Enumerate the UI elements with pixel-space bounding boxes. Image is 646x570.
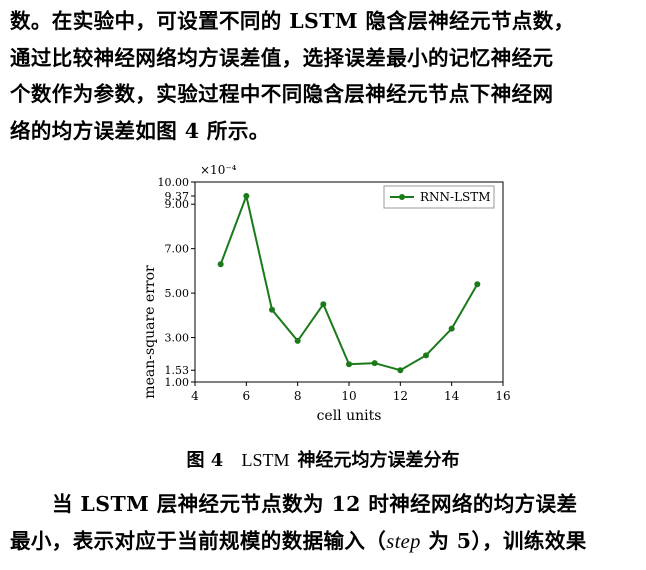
data-point bbox=[217, 261, 224, 268]
caption-label: 图 4 bbox=[186, 450, 224, 471]
data-point bbox=[269, 306, 275, 313]
data-point bbox=[346, 361, 352, 368]
y-tick-label: 7.00 bbox=[165, 243, 190, 256]
legend-label: RNN-LSTM bbox=[420, 190, 491, 204]
paragraph-bottom-line-1: 当 LSTM 层神经元节点数为 12 时神经网络的均方误差 bbox=[52, 492, 578, 516]
data-point bbox=[397, 367, 404, 374]
x-tick-label: 10 bbox=[341, 389, 356, 403]
figure-4: 4 6 8 10 12 14 16 1.00 1.53 3.00 5.00 7.00 9.00 9.37 1… bbox=[0, 150, 646, 440]
y-axis-label: mean-square error bbox=[142, 265, 158, 399]
paragraph-bottom: 当 LSTM 层神经元节点数为 12 时神经网络的均方误差 最小，表示对应于当前… bbox=[10, 486, 640, 559]
data-point bbox=[448, 325, 455, 332]
step-variable: step bbox=[386, 530, 421, 553]
x-tick-label: 16 bbox=[495, 389, 510, 403]
x-tick-label: 14 bbox=[444, 389, 460, 403]
legend-box bbox=[383, 185, 495, 209]
legend-swatch-marker bbox=[399, 194, 405, 200]
y-tick-label: 9.00 bbox=[165, 198, 190, 211]
caption-title-latin: LSTM bbox=[241, 450, 290, 470]
data-point bbox=[320, 301, 327, 308]
paragraph-top-line: 数。在实验中，可设置不同的 LSTM 隐含层神经元节点数， bbox=[10, 9, 575, 33]
paragraph-top: 数。在实验中，可设置不同的 LSTM 隐含层神经元节点数， 通过比较神经网络均方… bbox=[10, 3, 640, 149]
caption-title: 神经元均方误差分布 bbox=[297, 450, 460, 471]
mse-line-chart: 4 6 8 10 12 14 16 1.001.53 3.00 5.00 7.00 9.009.371… bbox=[142, 163, 511, 424]
data-point bbox=[423, 352, 429, 359]
data-point bbox=[243, 193, 250, 199]
data-point bbox=[371, 360, 378, 367]
x-axis-label: cell units bbox=[317, 408, 382, 424]
y-tick-label: 10.00 bbox=[158, 176, 190, 189]
y-tick-label: 3.00 bbox=[165, 332, 190, 345]
y-tick-label: 5.00 bbox=[165, 287, 190, 300]
y-tick-label: 9.37 bbox=[165, 190, 190, 203]
data-point bbox=[294, 337, 301, 344]
paragraph-top-line: 络的均方误差如图 4 所示。 bbox=[10, 118, 270, 143]
x-tick-label: 12 bbox=[393, 389, 408, 403]
paragraph-bottom-line-2-a: 最小，表示对应于当前规模的数据输入（ bbox=[10, 528, 387, 553]
data-point bbox=[474, 281, 481, 288]
figure-caption: 图 4 LSTM 神经元均方误差分布 bbox=[0, 446, 646, 472]
x-tick-label: 8 bbox=[294, 389, 302, 403]
y-tick-label: 1.53 bbox=[165, 364, 190, 377]
y-multiplier-label: ×10⁻⁴ bbox=[200, 163, 237, 177]
series-line bbox=[219, 192, 479, 372]
paragraph-bottom-line-2: 最小，表示对应于当前规模的数据输入（step 为 5），训练效果 bbox=[10, 523, 640, 560]
x-tick-label: 6 bbox=[243, 389, 251, 403]
y-tick-label: 1.00 bbox=[165, 376, 190, 389]
paragraph-top-line: 通过比较神经网络均方误差值，选择误差最小的记忆神经元 bbox=[10, 45, 554, 70]
paragraph-top-line: 个数作为参数，实验过程中不同隐含层神经元节点下神经网 bbox=[10, 82, 554, 106]
paragraph-bottom-line-2-b: 为 5），训练效果 bbox=[420, 528, 587, 553]
x-tick-label: 4 bbox=[191, 389, 199, 403]
